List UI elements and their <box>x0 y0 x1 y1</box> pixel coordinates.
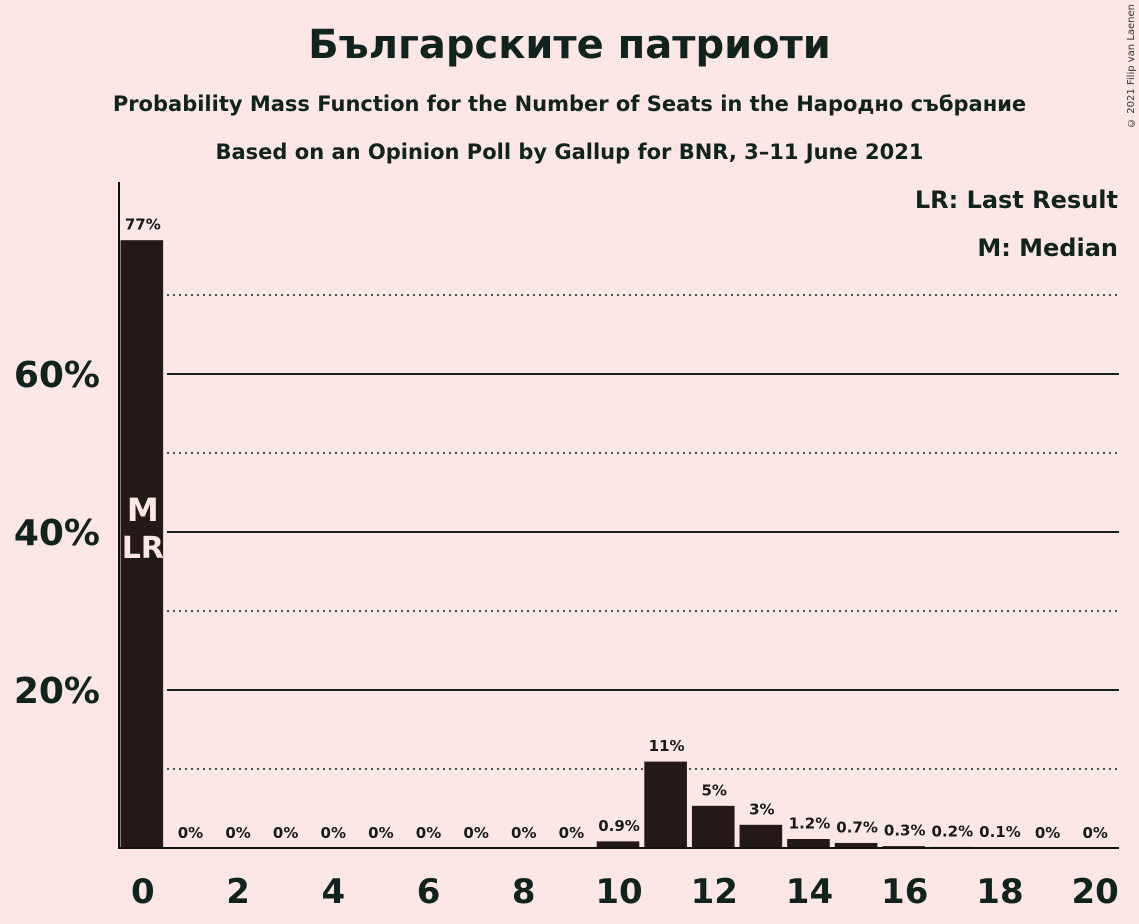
legend-median: M: Median <box>977 234 1118 262</box>
bar-value-label: 0% <box>178 824 203 842</box>
chart-subtitle: Probability Mass Function for the Number… <box>112 92 1027 116</box>
bar-value-label: 0% <box>416 824 441 842</box>
chart-source: Based on an Opinion Poll by Gallup for B… <box>215 140 924 164</box>
bar-value-label: 0% <box>368 824 393 842</box>
bar <box>643 760 688 849</box>
bar-value-label: 0.3% <box>884 822 926 840</box>
bar-value-label: 0% <box>1035 824 1060 842</box>
x-tick-label: 8 <box>512 872 536 912</box>
chart-title: Българските патриоти <box>308 22 831 68</box>
bar-value-label: 0.1% <box>979 823 1021 841</box>
legend-last-result: LR: Last Result <box>914 186 1118 214</box>
x-tick-label: 20 <box>1072 872 1119 912</box>
bar <box>595 840 641 849</box>
y-tick-label: 60% <box>14 355 100 396</box>
bar <box>119 239 165 849</box>
bar-value-label: 0.7% <box>836 818 878 836</box>
x-tick-label: 6 <box>417 872 441 912</box>
bar <box>738 823 784 849</box>
bar-value-label: 5% <box>702 781 727 799</box>
bar-value-label: 0% <box>463 824 488 842</box>
bar-value-label: 0% <box>1082 824 1107 842</box>
median-marker: M <box>127 491 159 529</box>
x-tick-label: 14 <box>786 872 833 912</box>
x-tick-label: 10 <box>595 872 642 912</box>
bar-value-label: 11% <box>649 737 685 755</box>
bar-value-label: 77% <box>125 216 161 234</box>
bar <box>786 838 831 849</box>
bar <box>690 804 736 849</box>
y-tick-label: 20% <box>14 671 100 712</box>
x-tick-label: 16 <box>881 872 928 912</box>
bar-value-label: 0% <box>511 824 536 842</box>
x-tick-label: 18 <box>976 872 1023 912</box>
x-tick-label: 12 <box>691 872 738 912</box>
bar-value-label: 3% <box>749 800 774 818</box>
bar-value-label: 0.2% <box>932 822 974 840</box>
x-tick-label: 0 <box>131 872 155 912</box>
bar-value-label: 0.9% <box>598 817 640 835</box>
y-tick-label: 40% <box>14 513 100 554</box>
bar-value-label: 1.2% <box>789 815 831 833</box>
last-result-marker: LR <box>122 531 164 566</box>
bar-value-label: 0% <box>321 824 346 842</box>
bar-value-label: 0% <box>559 824 584 842</box>
bar-value-label: 0% <box>225 824 250 842</box>
x-tick-label: 2 <box>226 872 250 912</box>
bar-value-label: 0% <box>273 824 298 842</box>
x-tick-label: 4 <box>321 872 345 912</box>
